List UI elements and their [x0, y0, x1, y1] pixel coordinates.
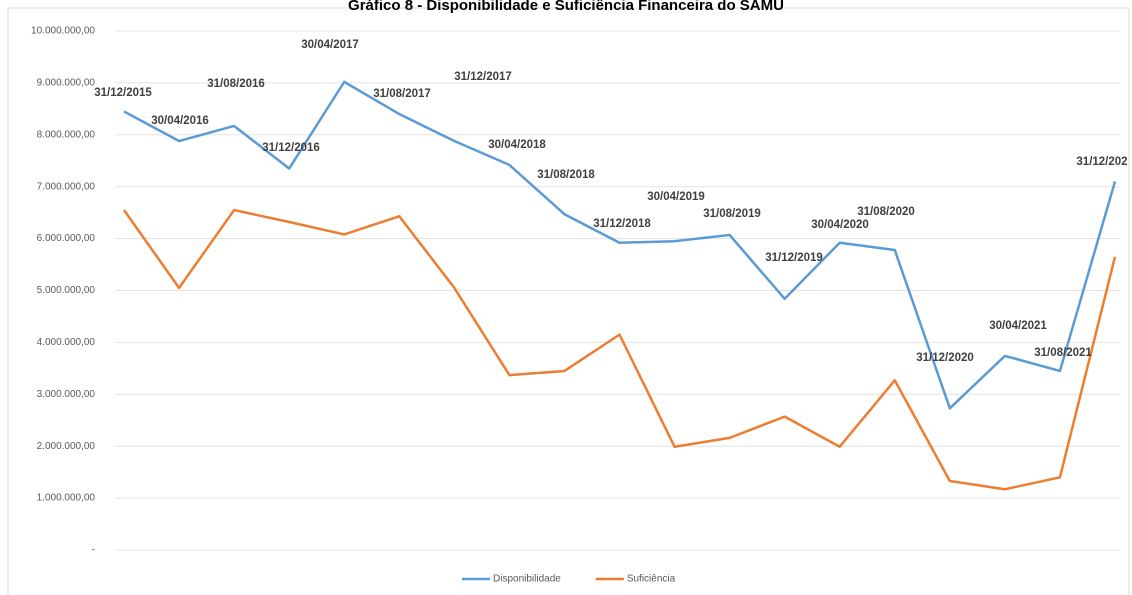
- data-label: 31/12/2015: [94, 87, 152, 99]
- y-tick-label: 7.000.000,00: [37, 181, 96, 192]
- data-label: 31/08/2018: [537, 169, 595, 181]
- data-label: 31/08/2021: [1034, 347, 1092, 359]
- series-line: [122, 208, 1117, 491]
- y-tick-label: 5.000.000,00: [37, 285, 96, 296]
- data-label: 31/12/202: [1076, 156, 1127, 168]
- y-tick-label: 6.000.000,00: [37, 233, 96, 244]
- data-label: 30/04/2020: [811, 219, 869, 231]
- data-label: 31/12/2016: [262, 142, 320, 154]
- data-label: 31/08/2016: [207, 78, 265, 90]
- y-tick-label: 8.000.000,00: [37, 129, 96, 140]
- y-tick-label: 2.000.000,00: [37, 441, 96, 452]
- data-label: 31/12/2019: [765, 252, 823, 264]
- data-label: 30/04/2016: [151, 115, 209, 127]
- data-label: 30/04/2017: [301, 39, 359, 51]
- data-label: 31/12/2020: [916, 352, 974, 364]
- data-label: 31/08/2019: [703, 208, 761, 220]
- y-tick-label: 4.000.000,00: [37, 337, 96, 348]
- data-label: 31/12/2017: [454, 71, 512, 83]
- y-tick-label: 9.000.000,00: [37, 78, 96, 89]
- series-line: [123, 80, 1117, 410]
- chart-frame: [7, 7, 1130, 595]
- data-label: 31/12/2018: [593, 218, 651, 230]
- y-tick-label: 1.000.000,00: [37, 493, 96, 504]
- y-tick-label: -: [92, 545, 95, 556]
- data-label: 30/04/2018: [488, 139, 546, 151]
- legend-label: Disponibilidade: [493, 574, 561, 585]
- legend-label: Suficiência: [627, 574, 676, 585]
- data-label: 30/04/2019: [647, 191, 705, 203]
- y-tick-label: 10.000.000,00: [31, 26, 95, 37]
- chart-title: Gráfico 8 - Disponibilidade e Suficiênci…: [348, 0, 784, 14]
- data-label: 30/04/2021: [989, 320, 1047, 332]
- data-label: 31/08/2020: [857, 206, 915, 218]
- data-label: 31/08/2017: [373, 88, 431, 100]
- y-tick-label: 3.000.000,00: [37, 389, 96, 400]
